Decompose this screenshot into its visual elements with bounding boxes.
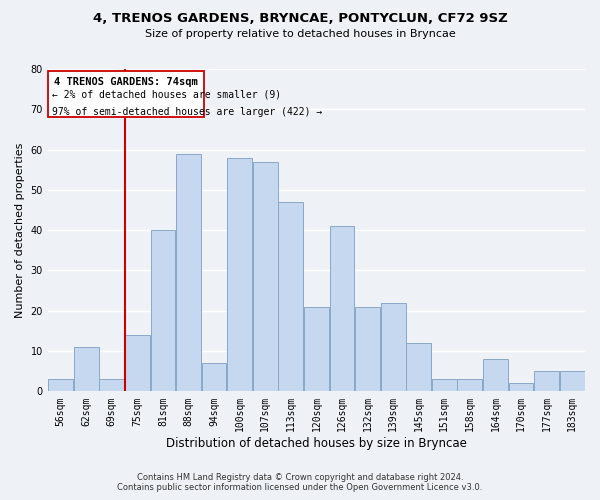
Bar xyxy=(457,379,482,392)
Bar xyxy=(176,154,201,392)
X-axis label: Distribution of detached houses by size in Bryncae: Distribution of detached houses by size … xyxy=(166,437,467,450)
Bar xyxy=(100,379,124,392)
Bar xyxy=(560,371,584,392)
Bar xyxy=(202,363,226,392)
Bar xyxy=(227,158,252,392)
Bar xyxy=(151,230,175,392)
Bar xyxy=(432,379,457,392)
Bar xyxy=(253,162,278,392)
Bar xyxy=(304,306,329,392)
Bar xyxy=(48,379,73,392)
Bar xyxy=(509,384,533,392)
Bar xyxy=(125,335,150,392)
Text: 97% of semi-detached houses are larger (422) →: 97% of semi-detached houses are larger (… xyxy=(52,108,322,118)
Bar xyxy=(534,371,559,392)
FancyBboxPatch shape xyxy=(49,71,204,118)
Text: 4 TRENOS GARDENS: 74sqm: 4 TRENOS GARDENS: 74sqm xyxy=(54,77,198,87)
Bar xyxy=(381,302,406,392)
Bar xyxy=(74,347,98,392)
Text: 4, TRENOS GARDENS, BRYNCAE, PONTYCLUN, CF72 9SZ: 4, TRENOS GARDENS, BRYNCAE, PONTYCLUN, C… xyxy=(92,12,508,26)
Bar xyxy=(406,343,431,392)
Bar xyxy=(355,306,380,392)
Bar xyxy=(278,202,303,392)
Text: Size of property relative to detached houses in Bryncae: Size of property relative to detached ho… xyxy=(145,29,455,39)
Text: Contains HM Land Registry data © Crown copyright and database right 2024.
Contai: Contains HM Land Registry data © Crown c… xyxy=(118,473,482,492)
Bar xyxy=(329,226,355,392)
Y-axis label: Number of detached properties: Number of detached properties xyxy=(15,142,25,318)
Bar xyxy=(483,359,508,392)
Text: ← 2% of detached houses are smaller (9): ← 2% of detached houses are smaller (9) xyxy=(52,89,281,99)
